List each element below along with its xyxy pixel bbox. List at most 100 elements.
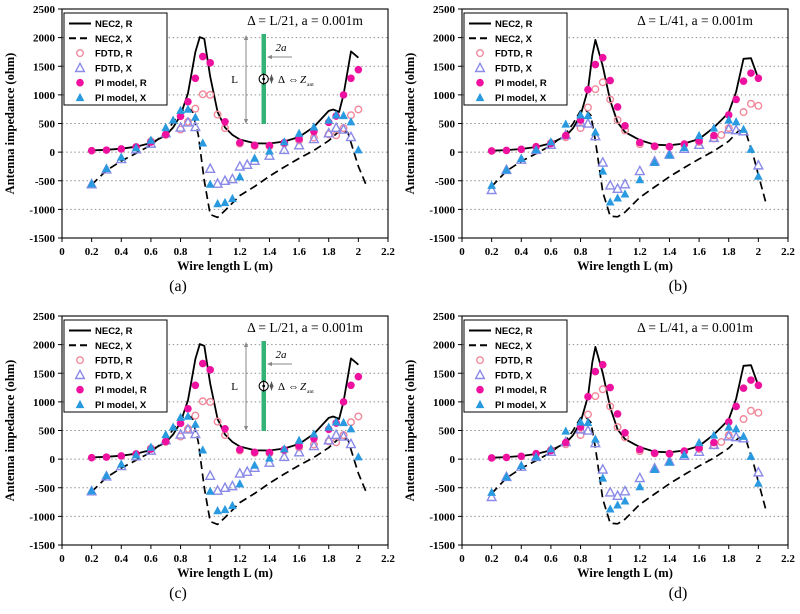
legend-entry: NEC2, R — [469, 19, 533, 30]
panel-c: 0 0.2 0.4 0.6 0.8 1 1.2 1.4 1.6 1.8 2 2.2 Wire lengt… — [0, 300, 400, 609]
series-fdtd-x-point — [204, 162, 216, 174]
series-pi-model-r-point — [354, 65, 363, 74]
y-tick-label: 1500 — [33, 368, 56, 380]
x-tick-label: 1.8 — [322, 246, 336, 258]
series-fdtd-r-point — [746, 99, 755, 108]
series-pi-model-r-point — [265, 448, 274, 457]
series-pi-model-r-point — [487, 454, 496, 462]
series-pi-model-x-point — [265, 146, 274, 155]
x-tick-label: 0.2 — [485, 246, 499, 258]
series-fdtd-x-point — [263, 456, 275, 467]
y-axis: 2500 2000 1500 1000 500 0 -500 -1000 -1500 Antenn… — [3, 4, 62, 245]
series-fdtd-x-point — [263, 149, 275, 160]
x-axis-title: Wire length L (m) — [177, 566, 273, 580]
series-pi-model-x-point — [561, 119, 571, 128]
legend-box — [63, 319, 168, 413]
series-pi-model-r-point — [295, 135, 303, 143]
x-tick-label: 0.4 — [514, 553, 528, 565]
series-pi-model-r-point — [191, 74, 200, 83]
series-pi-model-x-point — [724, 422, 734, 431]
series-pi-model-r-point — [584, 85, 592, 94]
series-pi-model-r-point — [265, 141, 274, 150]
legend-box — [63, 12, 168, 106]
legend-entry-label: FDTD, R — [95, 49, 133, 60]
series-pi-model-x-point — [650, 464, 660, 474]
y-axis: 2500 2000 1500 1000 500 0 -500 -1000 -1500 Antenn… — [403, 311, 462, 552]
series-pi-model-r-point — [739, 77, 748, 85]
legend-entry-label: FDTD, R — [495, 49, 533, 60]
series-pi-model-r-point — [754, 381, 763, 390]
series-fdtd-x-point — [175, 121, 187, 132]
x-tick-label: 0.4 — [114, 246, 128, 258]
y-tick-label: 0 — [450, 147, 456, 159]
x-tick-label: 2 — [356, 553, 362, 565]
y-tick-label: 500 — [439, 426, 456, 438]
series-pi-model-x-point — [205, 179, 215, 188]
legend-entry-label: NEC2, X — [95, 341, 133, 352]
legend-entry: FDTD, R — [75, 356, 133, 367]
series-fdtd-x-point — [234, 160, 246, 171]
y-tick-label: -1500 — [429, 540, 455, 552]
x-tick-label: 1.6 — [292, 553, 306, 565]
panel-caption: (c) — [169, 585, 187, 602]
legend-marker — [476, 385, 484, 394]
y-axis-title: Antenna impedance (ohm) — [3, 360, 17, 502]
x-tick-label: 1.8 — [322, 553, 336, 565]
series-fdtd-x-point — [308, 132, 320, 144]
legend-entry: FDTD, X — [74, 368, 133, 381]
series-fdtd-r-point — [754, 408, 763, 417]
series-pi-model-r-point — [236, 138, 244, 147]
legend-entry: PI model, R — [476, 78, 547, 89]
legend: NEC2, R NEC2, X FDTD, R FDTD, X PI model, R P… — [463, 319, 568, 413]
series-pi-model-x-point — [339, 417, 348, 427]
series-fdtd-x-point — [189, 120, 201, 132]
series-pi-model-x-point — [161, 429, 171, 439]
legend: NEC2, R NEC2, X FDTD, R FDTD, X PI model, R P… — [463, 12, 568, 106]
x-tick-label: 0.2 — [85, 553, 99, 565]
arrowhead — [267, 361, 272, 367]
legend-entry-label: PI model, R — [95, 78, 147, 89]
series-fdtd-x-point — [338, 430, 350, 441]
y-tick-label: 2000 — [433, 33, 456, 45]
series-fdtd-x-point — [278, 450, 290, 462]
series-pi-model-r-point — [517, 145, 526, 154]
series-pi-model-x-point — [250, 153, 260, 162]
arrowhead — [243, 119, 249, 124]
series-fdtd-x-point — [323, 434, 335, 445]
legend-entry: NEC2, X — [69, 34, 133, 45]
legend-box — [463, 12, 568, 106]
series-pi-model-x-point — [613, 193, 622, 202]
series-pi-model-r-point — [724, 418, 733, 426]
y-axis-title: Antenna impedance (ohm) — [403, 53, 417, 195]
wire-length-label: L — [231, 74, 238, 86]
legend-entry: PI model, X — [75, 399, 147, 411]
y-tick-label: 1500 — [433, 61, 456, 73]
legend-entry: PI model, R — [76, 385, 147, 396]
series-fdtd-x-point — [604, 486, 616, 497]
series-pi-model-x-point — [635, 482, 645, 491]
series-fdtd-r-point — [613, 116, 622, 125]
series-pi-model-r-point — [650, 142, 659, 150]
y-tick-label: 2500 — [33, 311, 56, 323]
series-fdtd-x-point — [723, 430, 735, 441]
wire-diameter-label: 2a — [276, 42, 288, 54]
legend-marker — [75, 92, 85, 102]
series-fdtd-r-point — [739, 108, 748, 117]
series-fdtd-r-point — [583, 103, 592, 112]
series-pi-model-x-point — [220, 197, 230, 207]
y-tick-label: 1500 — [33, 61, 56, 73]
series-pi-model-x-point — [635, 175, 645, 184]
legend-entry-label: PI model, R — [95, 385, 147, 396]
series-pi-model-x-point — [679, 449, 689, 459]
series-pi-model-r-point — [487, 147, 496, 155]
series-fdtd-r-point — [206, 397, 215, 406]
series-pi-model-x-point — [324, 422, 334, 431]
y-tick-label: 0 — [50, 454, 56, 466]
chart-content: 0 0.2 0.4 0.6 0.8 1 1.2 1.4 1.6 1.8 2 2.2 Wire lengt… — [403, 4, 795, 295]
panel-caption: (b) — [669, 278, 688, 295]
x-tick-label: 1.2 — [233, 553, 247, 565]
legend-entry: FDTD, R — [475, 356, 533, 367]
series-pi-model-r-point — [710, 438, 718, 447]
series-pi-model-x-point — [487, 180, 497, 189]
legend-entry-label: PI model, X — [495, 93, 547, 104]
